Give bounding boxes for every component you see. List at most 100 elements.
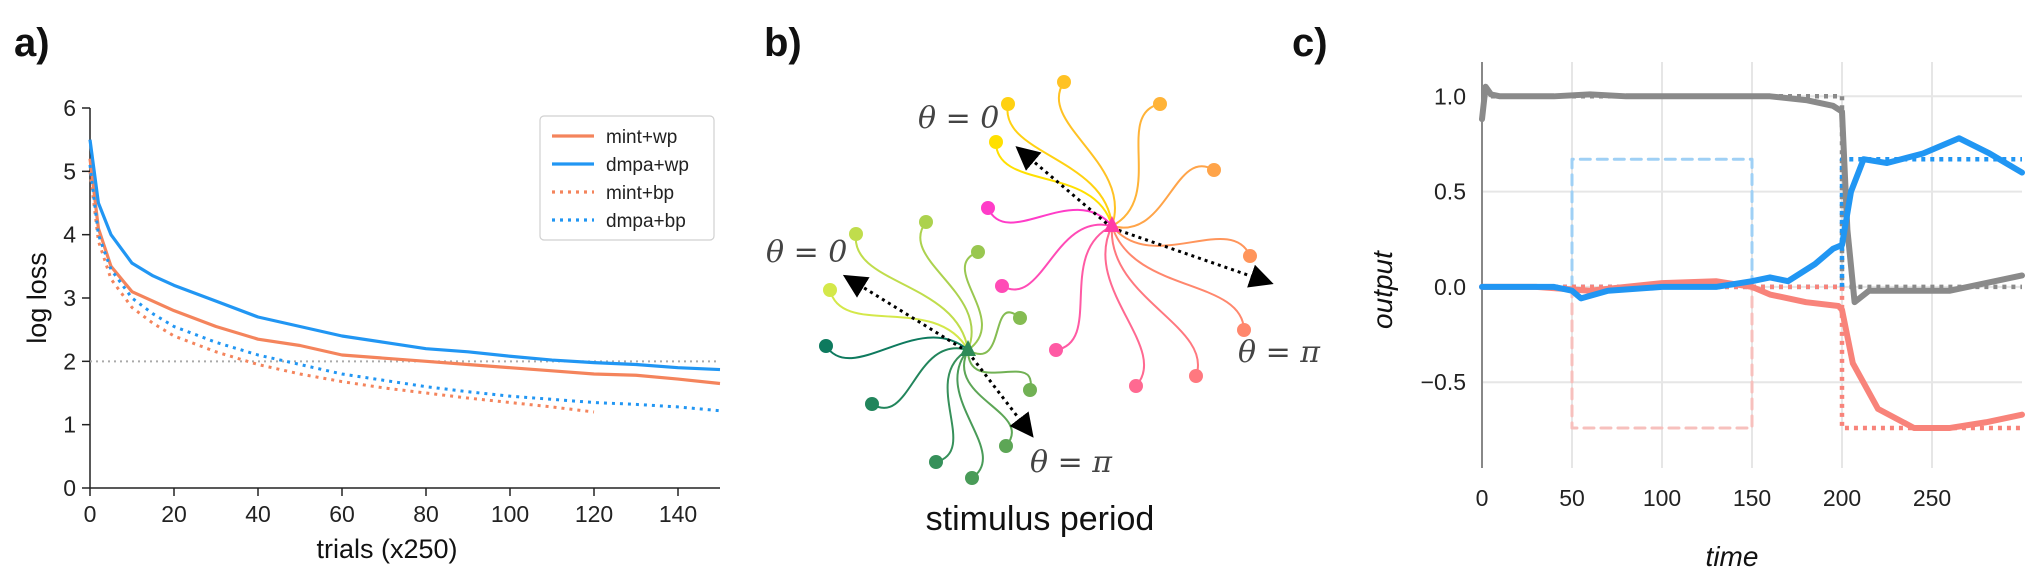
left-fan-endpoint [849, 227, 863, 241]
x-tick-label: 60 [329, 501, 355, 527]
left-fan-endpoint [823, 283, 837, 297]
theta-pi-label-bottom: θ = π [1030, 445, 1113, 480]
right-fan-trajectory [1111, 103, 1161, 227]
legend-entry: dmpa+bp [606, 211, 686, 232]
loss-chart: 0 1 2 3 4 5 6 0 20 40 60 80 100 120 140 log loss tria… [22, 95, 721, 564]
series-line-dmpa-bp [88, 164, 721, 413]
left-fan-trajectory [854, 233, 969, 351]
output-chart: 1.0 0.5 0.0 −0.5 0 50 100 150 200 250 output tim… [1367, 62, 2025, 572]
theta-zero-label-top: θ = 0 [918, 101, 999, 136]
left-fan-endpoint [865, 397, 879, 411]
trajectory-diagram: θ = 0 θ = π θ = 0 θ = π stimulus period [766, 75, 1321, 538]
x-tick-label: 100 [491, 501, 529, 527]
left-fan-endpoint [965, 471, 979, 485]
right-fan-trajectory [1104, 225, 1146, 387]
theta-pi-label-right: θ = π [1238, 335, 1321, 370]
loss-x-axis-label: trials (x250) [316, 534, 457, 564]
left-fan-trajectory [829, 289, 969, 351]
loss-y-axis-label: log loss [22, 252, 52, 344]
right-fan-endpoint [1129, 379, 1143, 393]
right-fan-endpoint [1243, 249, 1257, 263]
right-fan-endpoint [1049, 343, 1063, 357]
y-tick-label: 2 [63, 348, 76, 374]
left-fan-endpoint [919, 215, 933, 229]
right-fan-trajectory [1111, 225, 1251, 257]
left-fan-trajectory [967, 311, 1021, 355]
legend-entry: dmpa+wp [606, 155, 689, 176]
left-fan-endpoint [971, 245, 985, 259]
left-fan-trajectory [919, 221, 973, 351]
y-tick-label: 4 [63, 222, 76, 248]
legend-entry: mint+bp [606, 183, 674, 204]
right-fan-trajectory [987, 207, 1113, 227]
x-tick-label: 50 [1559, 485, 1585, 511]
right-fan-endpoint [1207, 163, 1221, 177]
x-tick-label: 100 [1643, 485, 1681, 511]
theta-zero-label-left: θ = 0 [766, 235, 847, 270]
panel-c-label: c) [1292, 21, 1328, 65]
left-fan-endpoint [819, 339, 833, 353]
right-fan-endpoint [1153, 97, 1167, 111]
right-fan-trajectory [1001, 223, 1113, 291]
y-tick-label: 1.0 [1434, 83, 1466, 109]
left-fan-trajectory [825, 336, 969, 360]
y-tick-label: 0.5 [1434, 179, 1466, 205]
output-x-axis-label: time [1706, 541, 1759, 572]
output-series-light_salmon-dashed [1570, 285, 1754, 430]
right-fan-trajectory [994, 141, 1113, 227]
arrows [842, 146, 1274, 438]
origin-marker-left [960, 340, 976, 356]
right-fan-trajectory [1110, 225, 1199, 377]
y-tick-label: −0.5 [1421, 369, 1466, 395]
x-tick-label: 0 [1476, 485, 1489, 511]
left-fan-endpoint [1013, 311, 1027, 325]
right-fan-endpoint [1237, 323, 1251, 337]
left-fan-endpoint [929, 455, 943, 469]
right-fan-endpoint [981, 201, 995, 215]
right-fan-endpoint [1001, 97, 1015, 111]
right-fan-endpoint [995, 279, 1009, 293]
y-tick-label: 3 [63, 285, 76, 311]
right-fan-trajectory [1055, 225, 1113, 351]
right-fan-trajectory [1111, 165, 1215, 229]
left-fan-trajectory [963, 251, 983, 351]
origin-marker-right [1104, 216, 1120, 232]
panel-a-label: a) [14, 21, 50, 65]
left-fan-endpoint [1023, 383, 1037, 397]
x-tick-label: 250 [1913, 485, 1951, 511]
y-tick-label: 0 [63, 475, 76, 501]
output-series-blue-solid [1479, 135, 2025, 302]
legend-box [539, 115, 715, 241]
y-tick-label: 0.0 [1434, 274, 1466, 300]
x-tick-label: 140 [659, 501, 697, 527]
y-tick-label: 5 [63, 158, 76, 184]
right-fan-endpoint [1057, 75, 1071, 89]
arrow-thetapi-left [966, 351, 1034, 438]
x-tick-label: 200 [1823, 485, 1861, 511]
x-tick-label: 150 [1733, 485, 1771, 511]
x-tick-label: 40 [245, 501, 271, 527]
right-fan-trajectory [1057, 81, 1116, 227]
right-fan-trajectory [1111, 225, 1245, 331]
left-fan-trajectory [956, 349, 984, 479]
left-fan-endpoint [999, 439, 1013, 453]
left-fan-trajectory [967, 349, 1032, 391]
loss-legend: mint+wp dmpa+wp mint+bp dmpa+bp [539, 115, 715, 241]
legend-entry: mint+wp [606, 127, 677, 148]
series-line-dmpa-wp [88, 139, 721, 372]
arrow-theta0-right [1015, 146, 1113, 230]
diagram-caption: stimulus period [926, 500, 1155, 538]
x-tick-label: 120 [575, 501, 613, 527]
right-fan-endpoint [989, 135, 1003, 149]
right-fan-trajectory [1006, 103, 1113, 227]
left-fan-trajectory [935, 349, 969, 463]
arrow-theta0-left [842, 274, 969, 354]
series-line-mint-bp [88, 171, 595, 414]
y-tick-label: 6 [63, 95, 76, 121]
x-tick-label: 80 [413, 501, 439, 527]
output-y-axis-label: output [1367, 250, 1398, 329]
x-tick-label: 20 [161, 501, 187, 527]
y-tick-label: 1 [63, 412, 76, 438]
panel-b-label: b) [764, 21, 802, 65]
